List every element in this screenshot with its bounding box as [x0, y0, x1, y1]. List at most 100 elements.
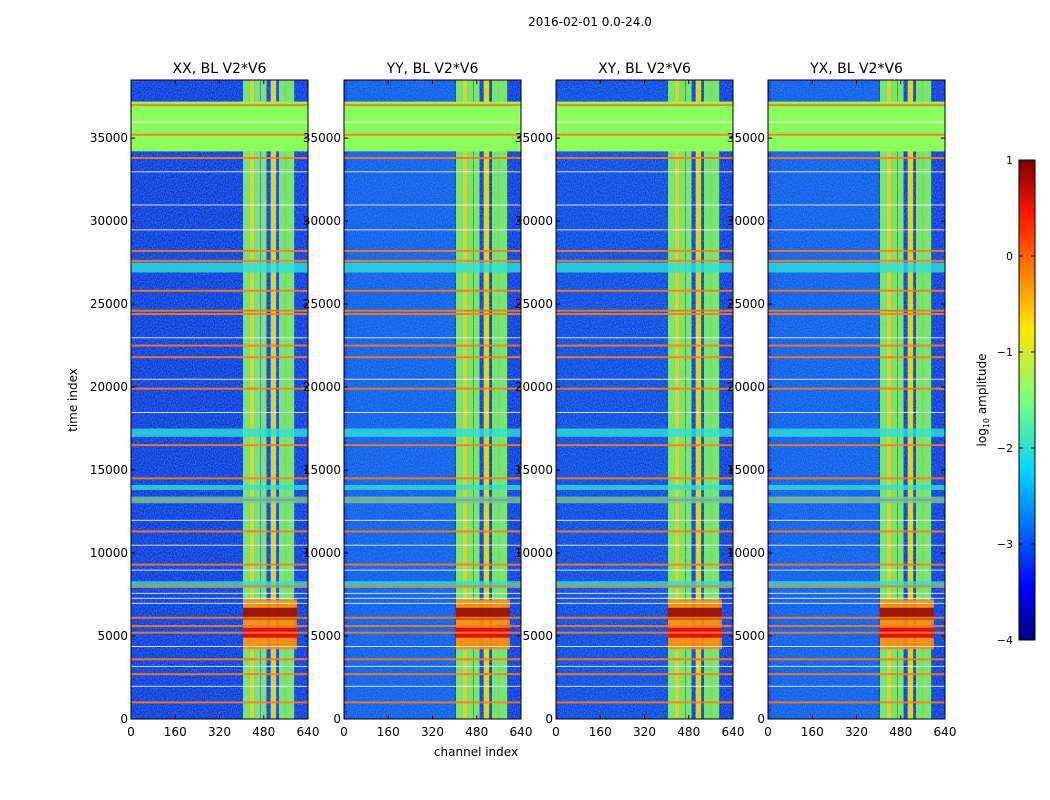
- flag-line: [768, 289, 945, 292]
- flag-line: [344, 530, 521, 533]
- flag-line: [768, 477, 945, 480]
- y-tick-label: 10000: [727, 546, 765, 560]
- y-tick-label: 0: [333, 712, 341, 726]
- y-tick-label: 10000: [90, 546, 128, 560]
- panel-title: XX, BL V2*V6: [173, 61, 267, 77]
- y-tick-label: 25000: [727, 297, 765, 311]
- data-gap-line: [344, 665, 521, 667]
- flag-line: [344, 616, 521, 619]
- data-gap-line: [556, 665, 733, 667]
- channel-band: [249, 80, 255, 719]
- flagged-time-block: [131, 428, 308, 437]
- flag-line: [768, 103, 945, 106]
- data-gap-line: [768, 204, 945, 206]
- flag-line: [344, 387, 521, 390]
- data-gap-line: [131, 229, 308, 231]
- data-gap-line: [131, 645, 308, 647]
- data-gap-line: [131, 171, 308, 173]
- data-gap-line: [131, 665, 308, 667]
- flag-line: [556, 249, 733, 252]
- x-tick-label: 0: [127, 725, 135, 739]
- panel-title: XY, BL V2*V6: [598, 61, 691, 77]
- y-tick-label: 20000: [303, 380, 341, 394]
- flag-line: [768, 259, 945, 262]
- flag-line: [131, 387, 308, 390]
- colorbar-tick-label: −4: [997, 634, 1013, 647]
- data-gap-line: [131, 519, 308, 521]
- data-gap-line: [768, 337, 945, 339]
- data-gap-line: [556, 602, 733, 604]
- flag-line: [131, 625, 308, 628]
- flag-line: [131, 249, 308, 252]
- colorbar-tick-label: −2: [997, 442, 1013, 455]
- y-tick-label: 0: [545, 712, 553, 726]
- flag-line: [556, 585, 733, 588]
- channel-band: [473, 80, 480, 719]
- data-gap-line: [768, 171, 945, 173]
- flag-line: [556, 309, 733, 312]
- channel-band: [695, 80, 702, 719]
- y-tick-label: 20000: [727, 380, 765, 394]
- flag-line: [768, 309, 945, 312]
- flag-line: [344, 477, 521, 480]
- data-gap-line: [768, 519, 945, 521]
- data-gap-line: [556, 378, 733, 380]
- flag-line: [768, 625, 945, 628]
- flagged-time-block: [556, 484, 733, 490]
- x-tick-label: 480: [465, 725, 488, 739]
- panel-3: XY, BL V2*V6 0 160 320 480 640 0 5000 10000 15000…: [515, 61, 745, 739]
- figure-suptitle: 2016-02-01 0.0-24.0: [528, 15, 652, 29]
- flag-line: [768, 530, 945, 533]
- flag-line: [131, 259, 308, 262]
- y-tick-label: 20000: [515, 380, 553, 394]
- flag-line: [131, 616, 308, 619]
- panel-title: YX, BL V2*V6: [809, 61, 903, 77]
- flag-line: [768, 249, 945, 252]
- flag-line: [344, 563, 521, 566]
- flag-line: [344, 625, 521, 628]
- data-gap-line: [131, 602, 308, 604]
- flagged-time-block: [768, 428, 945, 437]
- strong-rfi-core: [456, 607, 510, 620]
- flag-line: [344, 631, 521, 634]
- x-axis-label: channel index: [434, 745, 518, 759]
- y-tick-label: 0: [120, 712, 128, 726]
- x-tick-label: 320: [421, 725, 444, 739]
- strong-rfi-block: [668, 599, 722, 650]
- strong-rfi-core: [880, 607, 934, 620]
- data-gap-line: [131, 411, 308, 413]
- y-tick-label: 35000: [515, 131, 553, 145]
- data-gap-line: [768, 592, 945, 594]
- x-tick-label: 160: [377, 725, 400, 739]
- channel-band: [880, 80, 887, 719]
- channel-band: [897, 80, 904, 719]
- flag-line: [556, 103, 733, 106]
- y-tick-label: 30000: [90, 214, 128, 228]
- channel-band: [922, 80, 932, 719]
- data-gap-line: [344, 569, 521, 571]
- flag-line: [768, 356, 945, 359]
- channel-band: [491, 80, 499, 719]
- y-tick-label: 15000: [90, 463, 128, 477]
- y-tick-label: 10000: [515, 546, 553, 560]
- flag-line: [556, 289, 733, 292]
- channel-band: [710, 80, 720, 719]
- x-tick-label: 0: [764, 725, 772, 739]
- data-gap-line: [556, 519, 733, 521]
- data-gap-line: [556, 411, 733, 413]
- channel-band: [467, 80, 474, 719]
- y-tick-label: 25000: [90, 297, 128, 311]
- data-gap-line: [556, 337, 733, 339]
- data-gap-line: [344, 602, 521, 604]
- flagged-time-block: [344, 581, 521, 588]
- y-tick-label: 10000: [303, 546, 341, 560]
- flagged-time-block: [556, 581, 733, 588]
- flag-line: [768, 585, 945, 588]
- channel-band: [685, 80, 692, 719]
- flag-line: [556, 313, 733, 316]
- flag-line: [556, 387, 733, 390]
- flag-line: [768, 444, 945, 447]
- data-gap-line: [344, 544, 521, 546]
- flag-line: [768, 658, 945, 661]
- flag-line: [131, 309, 308, 312]
